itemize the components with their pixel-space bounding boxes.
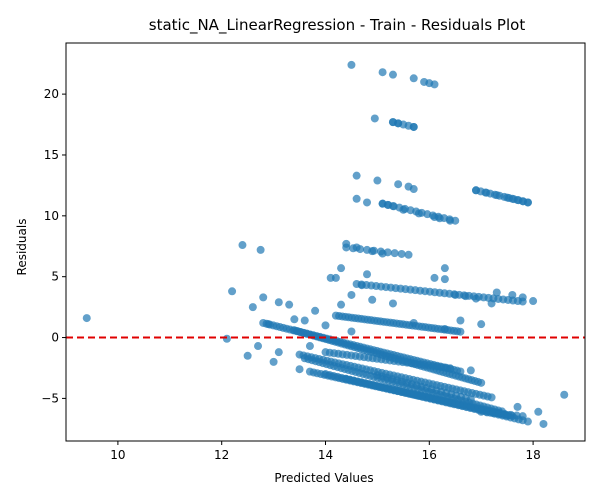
scatter-point — [337, 264, 346, 273]
scatter-point — [534, 407, 543, 416]
scatter-point — [228, 287, 237, 296]
scatter-point — [376, 247, 385, 256]
scatter-point — [430, 80, 439, 89]
scatter-point — [388, 299, 397, 308]
scatter-point — [518, 412, 527, 421]
scatter-point — [383, 248, 392, 257]
scatter-point — [409, 122, 418, 131]
x-axis-label: Predicted Values — [274, 471, 373, 485]
scatter-point — [409, 185, 418, 194]
scatter-point — [466, 395, 475, 404]
scatter-point — [369, 246, 378, 255]
scatter-point — [487, 393, 496, 402]
scatter-point — [492, 288, 501, 297]
scatter-point — [321, 321, 330, 330]
scatter-point — [409, 74, 418, 83]
scatter-point — [523, 198, 532, 207]
chart-title: static_NA_LinearRegression - Train - Res… — [149, 16, 526, 35]
scatter-point — [82, 314, 91, 323]
y-tick-label: 15 — [44, 148, 59, 162]
scatter-point — [529, 297, 538, 306]
points-layer — [82, 60, 569, 428]
scatter-point — [254, 342, 263, 351]
y-tick-label: 10 — [44, 209, 59, 223]
y-tick-label: 20 — [44, 87, 59, 101]
ticks-layer: 10 12 14 16 18 −5 0 5 10 15 20 — [41, 87, 540, 462]
scatter-point — [477, 320, 486, 329]
scatter-point — [285, 300, 294, 309]
x-tick-label: 10 — [110, 448, 125, 462]
scatter-point — [352, 171, 361, 180]
scatter-point — [295, 365, 304, 374]
scatter-point — [363, 270, 372, 279]
scatter-point — [248, 303, 257, 312]
scatter-point — [349, 244, 358, 253]
scatter-point — [378, 68, 387, 77]
scatter-point — [331, 273, 340, 282]
scatter-point — [440, 275, 449, 284]
scatter-point — [560, 390, 569, 399]
scatter-point — [347, 327, 356, 336]
y-tick-label: 0 — [51, 331, 59, 345]
scatter-point — [363, 198, 372, 207]
scatter-point — [440, 264, 449, 273]
scatter-point — [347, 60, 356, 69]
scatter-point — [259, 293, 268, 302]
scatter-point — [388, 70, 397, 79]
scatter-point — [451, 216, 460, 225]
scatter-point — [513, 402, 522, 411]
scatter-point — [305, 342, 314, 351]
x-tick-label: 18 — [525, 448, 540, 462]
scatter-point — [274, 298, 283, 307]
scatter-point — [311, 306, 320, 315]
scatter-point — [373, 176, 382, 185]
scatter-point — [477, 378, 486, 387]
scatter-point — [477, 407, 486, 416]
scatter-point — [404, 250, 413, 259]
scatter-point — [500, 410, 509, 419]
scatter-point — [456, 327, 465, 336]
scatter-point — [456, 316, 465, 325]
scatter-point — [489, 409, 498, 418]
scatter-point — [337, 300, 346, 309]
x-tick-label: 16 — [422, 448, 437, 462]
scatter-point — [222, 334, 231, 343]
scatter-point — [363, 245, 372, 254]
scatter-point — [506, 410, 515, 419]
scatter-point — [352, 194, 361, 203]
scatter-point — [342, 243, 351, 252]
scatter-point — [269, 357, 278, 366]
scatter-point — [356, 245, 365, 254]
y-tick-label: −5 — [41, 391, 59, 405]
scatter-point — [368, 295, 377, 304]
scatter-point — [394, 180, 403, 189]
x-tick-label: 12 — [214, 448, 229, 462]
scatter-point — [494, 409, 503, 418]
scatter-point — [539, 419, 548, 428]
scatter-point — [256, 245, 265, 254]
scatter-point — [466, 366, 475, 375]
scatter-point — [300, 316, 309, 325]
scatter-point — [274, 348, 283, 357]
x-tick-label: 14 — [318, 448, 333, 462]
scatter-point — [397, 249, 406, 258]
scatter-point — [390, 249, 399, 258]
plot-frame — [65, 42, 586, 442]
scatter-point — [430, 273, 439, 282]
scatter-point — [518, 297, 527, 306]
y-tick-label: 5 — [51, 270, 59, 284]
scatter-point — [238, 241, 247, 250]
scatter-point — [483, 408, 492, 417]
scatter-point — [512, 411, 521, 420]
scatter-point — [370, 114, 379, 123]
scatter-point — [446, 364, 455, 373]
scatter-point — [243, 351, 252, 360]
scatter-point — [290, 315, 299, 324]
scatter-point — [347, 290, 356, 299]
y-axis-label: Residuals — [15, 219, 29, 276]
